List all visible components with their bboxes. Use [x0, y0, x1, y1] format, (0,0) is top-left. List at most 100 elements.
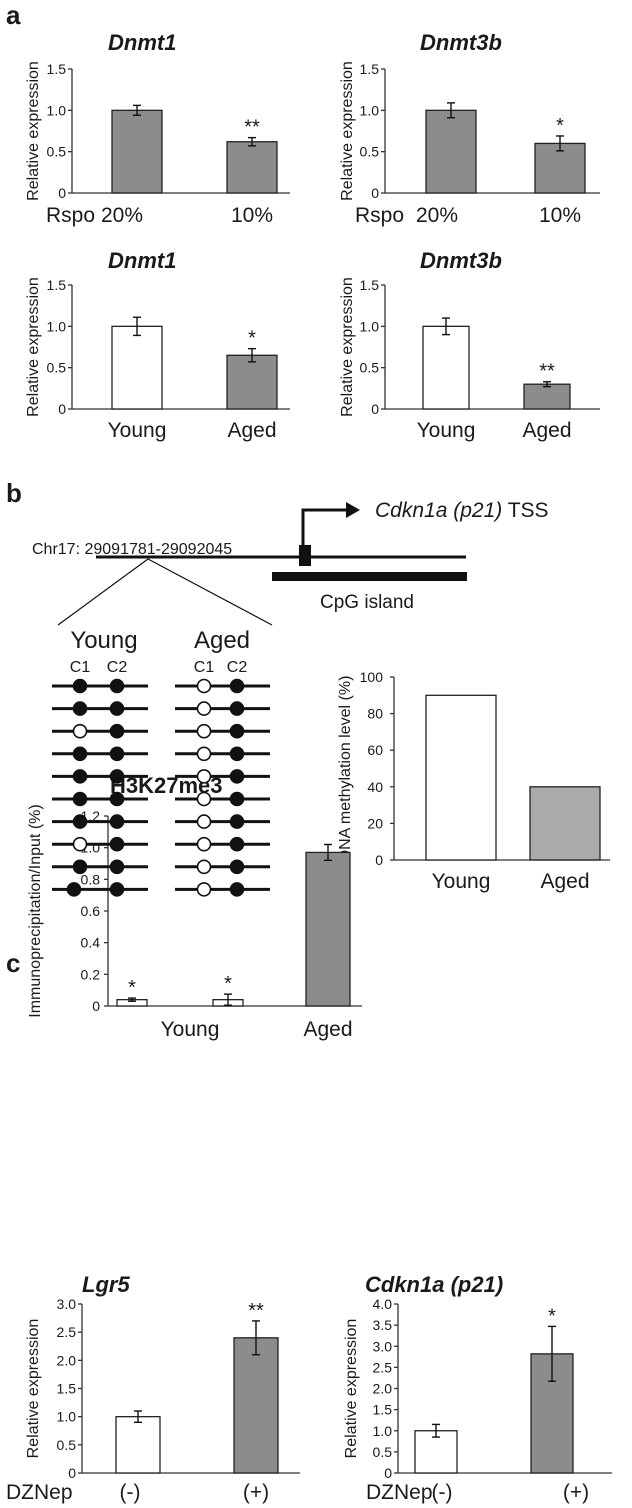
- x-category-label: Young: [432, 870, 491, 893]
- unmethylated-cpg-icon: [72, 836, 88, 852]
- group-label: Aged: [194, 627, 250, 654]
- bar: [425, 694, 497, 861]
- panel-label-c: c: [6, 948, 20, 978]
- x-prefix-label: DZNep: [366, 1481, 433, 1504]
- y-tick-label: 1.5: [57, 1381, 77, 1397]
- methylated-cpg-icon: [72, 859, 88, 875]
- bar: [529, 786, 601, 861]
- methylated-cpg-icon: [66, 882, 82, 897]
- y-tick-label: 1.0: [360, 318, 380, 334]
- significance-marker: **: [244, 117, 260, 139]
- x-prefix-label: DZNep: [6, 1481, 73, 1504]
- significance-marker: **: [248, 1300, 264, 1322]
- tss-gene: Cdkn1a (p21): [375, 499, 502, 522]
- locus-coords: Chr17: 29091781-29092045: [32, 541, 232, 558]
- unmethylated-cpg-icon: [196, 882, 212, 897]
- y-tick-label: 0: [371, 185, 379, 201]
- cpg-site-label: C1: [194, 659, 215, 676]
- panel-label-b: b: [6, 478, 22, 508]
- y-tick-label: 1.0: [57, 1409, 77, 1425]
- chart-title: Cdkn1a (p21): [365, 1272, 503, 1297]
- bar: [115, 1416, 161, 1474]
- chart-c2: Lgr5 Relative expression 0 0.5 1.0 1.5 2.0 2.5 3…: [6, 1272, 300, 1504]
- bar: [305, 851, 351, 1007]
- methylated-cpg-icon: [72, 814, 88, 829]
- unmethylated-cpg-icon: [196, 678, 212, 694]
- y-axis-label: Relative expression: [25, 1319, 42, 1459]
- bar: [414, 1430, 458, 1474]
- significance-marker: *: [248, 328, 256, 350]
- y-tick-label: 0.5: [360, 144, 380, 160]
- y-tick-label: 2.0: [57, 1352, 77, 1368]
- bar: [111, 325, 163, 410]
- y-tick-label: 0: [371, 401, 379, 417]
- y-tick-label: 40: [367, 779, 383, 795]
- y-tick-label: 0: [384, 1465, 392, 1481]
- y-tick-label: 80: [367, 706, 383, 722]
- x-prefix-label: Rspo: [355, 204, 404, 227]
- y-tick-label: 4.0: [373, 1296, 393, 1312]
- tss-suffix: TSS: [508, 499, 549, 522]
- y-tick-label: 1.5: [47, 277, 67, 293]
- x-category-label: 20%: [416, 204, 458, 227]
- x-category-label: Aged: [303, 1018, 352, 1041]
- x-category-label: Aged: [540, 870, 589, 893]
- chart-title: Lgr5: [82, 1272, 130, 1297]
- y-tick-label: 0: [375, 852, 383, 868]
- y-tick-label: 1.5: [373, 1402, 393, 1418]
- bar: [111, 109, 163, 194]
- methylated-cpg-icon: [72, 791, 88, 807]
- chart-a4: Dnmt3b Relative expression 0 0.5 1.0 1.5 ** You…: [339, 248, 600, 442]
- chart-title: Dnmt3b: [420, 248, 502, 273]
- chart-c3: Cdkn1a (p21) Relative expression 0 0.5 1.0 1.…: [343, 1272, 612, 1504]
- significance-marker: *: [224, 973, 232, 995]
- methylated-cpg-icon: [72, 746, 88, 762]
- significance-marker: *: [128, 977, 136, 999]
- zoom-line-left: [57, 558, 149, 626]
- y-axis-label: Relative expression: [339, 61, 356, 201]
- x-category-label: 20%: [101, 204, 143, 227]
- unmethylated-cpg-icon: [196, 701, 212, 716]
- methylated-cpg-icon: [229, 701, 245, 716]
- x-category-label: (+): [563, 1481, 589, 1504]
- unmethylated-cpg-icon: [196, 723, 212, 739]
- y-tick-label: 0.5: [47, 144, 67, 160]
- chart-title: Dnmt1: [108, 30, 176, 55]
- y-axis-label: Relative expression: [339, 277, 356, 417]
- x-category-label: Young: [161, 1018, 220, 1041]
- tss-arrow: [301, 508, 346, 545]
- bar: [226, 354, 278, 410]
- y-tick-label: 1.5: [360, 61, 380, 77]
- y-tick-label: 0.8: [81, 871, 101, 887]
- unmethylated-cpg-icon: [196, 769, 212, 784]
- y-tick-label: 60: [367, 742, 383, 758]
- y-tick-label: 1.5: [47, 61, 67, 77]
- y-tick-label: 0.2: [81, 966, 101, 982]
- chart-a1: Dnmt1 Relative expression 0 0.5 1.0 1.5 ** 20% 1…: [25, 30, 290, 227]
- x-category-label: Young: [417, 419, 476, 442]
- bar: [422, 325, 470, 410]
- cpg-site-label: C1: [70, 659, 91, 676]
- tss-label: Cdkn1a (p21) TSS: [375, 499, 549, 522]
- methylated-cpg-icon: [109, 791, 125, 807]
- tss-arrowhead-icon: [346, 502, 360, 518]
- methylated-cpg-icon: [72, 769, 88, 784]
- y-tick-label: 3.0: [57, 1296, 77, 1312]
- y-axis-label: Relative expression: [25, 61, 42, 201]
- methylated-cpg-icon: [229, 859, 245, 875]
- tss-exon: [299, 545, 311, 566]
- methylated-cpg-icon: [229, 746, 245, 762]
- y-tick-label: 0.5: [57, 1437, 77, 1453]
- x-prefix-label: Rspo: [46, 204, 95, 227]
- y-tick-label: 0.5: [360, 360, 380, 376]
- significance-marker: *: [548, 1305, 556, 1327]
- methylated-cpg-icon: [72, 701, 88, 716]
- y-tick-label: 0: [58, 401, 66, 417]
- methylation-lollipops: Young C1 C2 Aged C1 C2: [52, 627, 270, 897]
- y-tick-label: 0.6: [81, 903, 101, 919]
- y-tick-label: 20: [367, 815, 383, 831]
- x-category-label: (+): [243, 1481, 269, 1504]
- methylated-cpg-icon: [109, 701, 125, 716]
- x-category-label: Young: [108, 419, 167, 442]
